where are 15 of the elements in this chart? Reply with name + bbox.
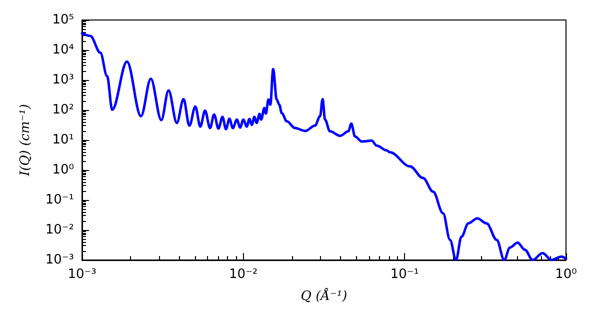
y-tick-label: 10³ [52, 72, 74, 88]
x-axis-title: Q (Å⁻¹) [300, 287, 348, 304]
y-tick-label: 10⁻¹ [45, 192, 74, 208]
y-tick-label: 10⁻³ [45, 252, 74, 268]
x-tick-label: 10⁻² [229, 267, 258, 282]
y-tick-label: 10⁴ [52, 42, 74, 58]
y-axis-title: I(Q) (cm⁻¹) [18, 104, 33, 177]
y-tick-label: 10² [52, 102, 74, 118]
x-tick-label: 10⁰ [555, 267, 577, 282]
x-tick-label: 10⁻¹ [390, 267, 419, 282]
y-tick-label: 10¹ [52, 132, 74, 148]
x-tick-label: 10⁻³ [68, 267, 96, 282]
y-tick-label: 10⁻² [45, 222, 74, 238]
y-tick-label: 10⁰ [52, 162, 74, 178]
y-tick-label: 10⁵ [52, 12, 74, 28]
